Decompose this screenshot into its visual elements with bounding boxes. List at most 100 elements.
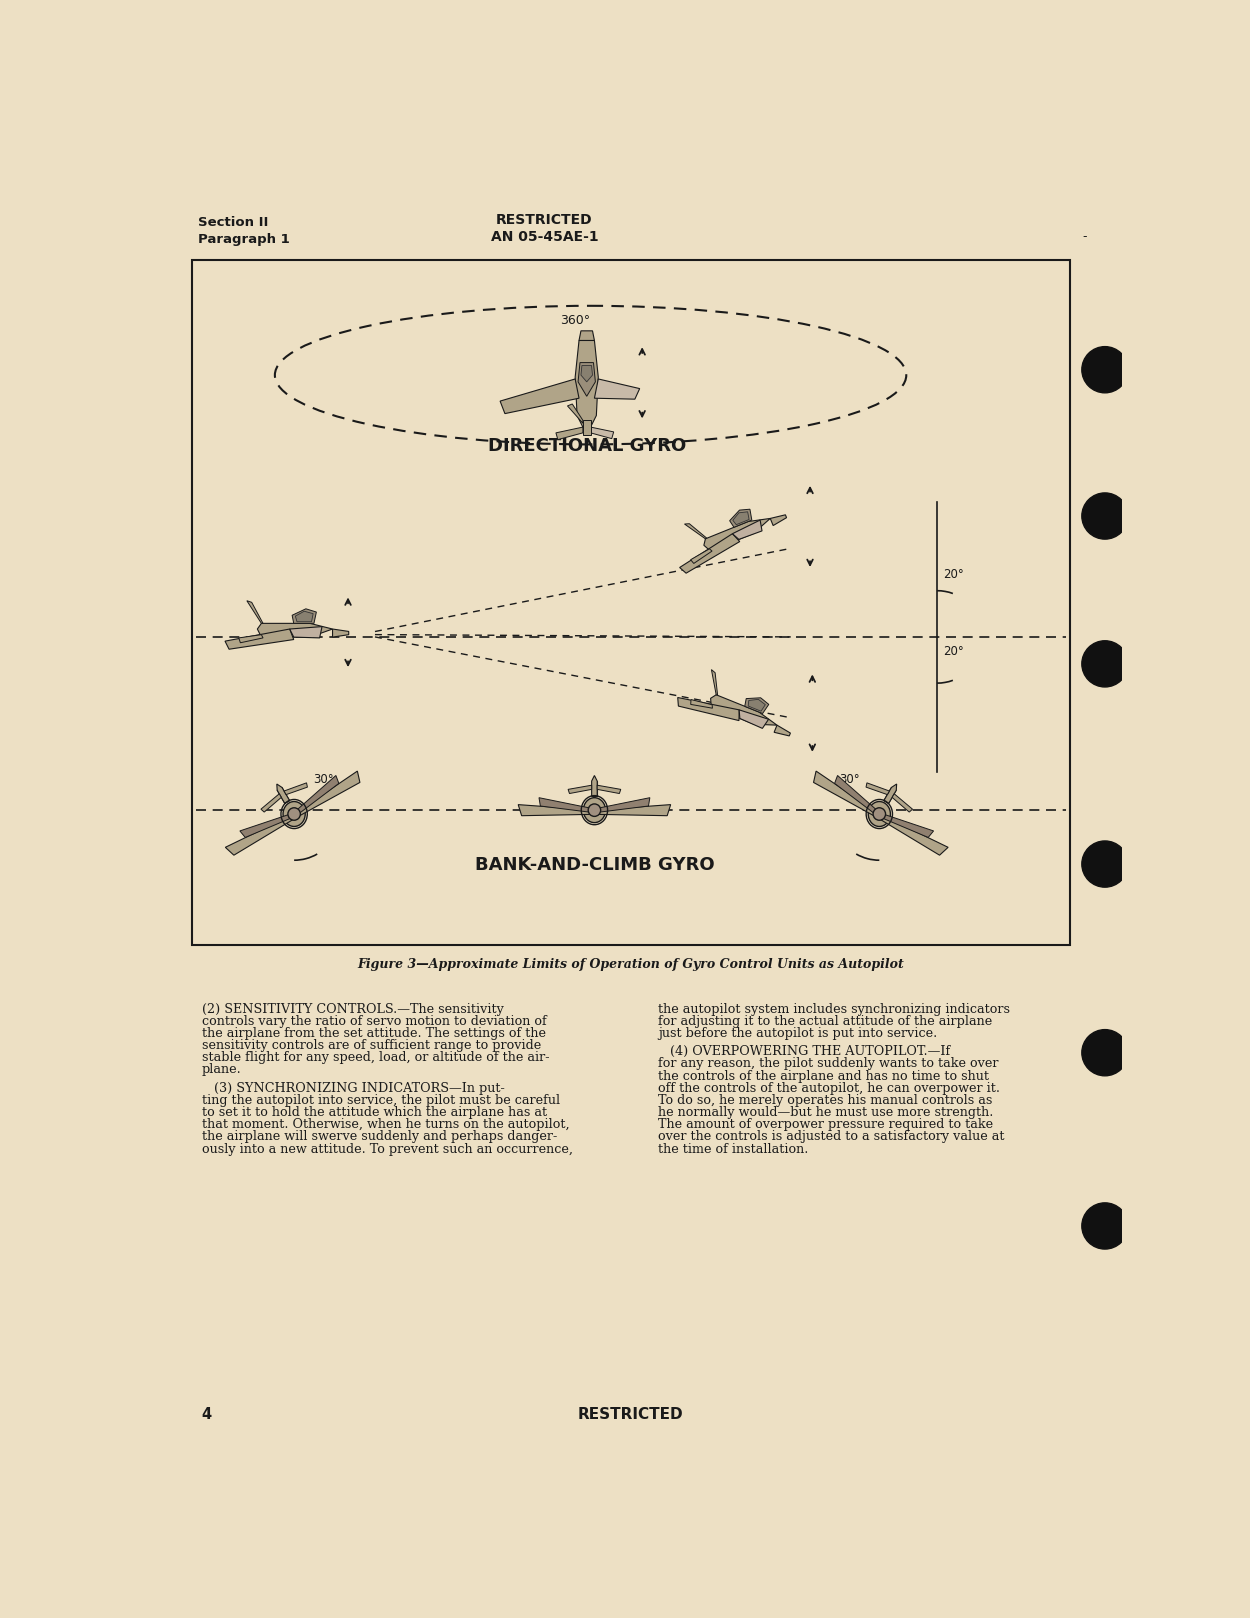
Polygon shape [568, 785, 591, 793]
Polygon shape [884, 785, 896, 804]
Text: BANK-AND-CLIMB GYRO: BANK-AND-CLIMB GYRO [475, 856, 714, 874]
Bar [191, 259, 1070, 945]
Polygon shape [579, 330, 595, 340]
Text: the controls of the airplane and has no time to shut: the controls of the airplane and has no … [659, 1069, 989, 1082]
Text: (2) SENSITIVITY CONTROLS.—The sensitivity: (2) SENSITIVITY CONTROLS.—The sensitivit… [201, 1003, 504, 1016]
Polygon shape [240, 814, 291, 838]
Polygon shape [835, 775, 876, 814]
Polygon shape [866, 783, 890, 794]
Polygon shape [581, 366, 592, 382]
Text: over the controls is adjusted to a satisfactory value at: over the controls is adjusted to a satis… [659, 1131, 1005, 1144]
Circle shape [1081, 346, 1128, 393]
Ellipse shape [584, 798, 605, 822]
Polygon shape [730, 510, 751, 527]
Polygon shape [258, 623, 332, 637]
Polygon shape [292, 608, 316, 623]
Polygon shape [711, 670, 717, 696]
Polygon shape [296, 775, 339, 814]
Polygon shape [745, 697, 769, 714]
Text: The amount of overpower pressure required to take: The amount of overpower pressure require… [659, 1118, 994, 1131]
Text: 20°: 20° [944, 568, 964, 581]
Ellipse shape [589, 804, 601, 817]
Text: for any reason, the pilot suddenly wants to take over: for any reason, the pilot suddenly wants… [659, 1058, 999, 1071]
Polygon shape [290, 626, 322, 637]
Text: just before the autopilot is put into service.: just before the autopilot is put into se… [659, 1027, 938, 1040]
Ellipse shape [288, 807, 300, 820]
Text: the time of installation.: the time of installation. [659, 1142, 809, 1155]
Polygon shape [704, 518, 770, 552]
Polygon shape [276, 785, 290, 804]
Text: that moment. Otherwise, when he turns on the autopilot,: that moment. Otherwise, when he turns on… [201, 1118, 569, 1131]
Polygon shape [539, 798, 590, 812]
Circle shape [1081, 641, 1128, 688]
Text: 30°: 30° [314, 773, 334, 786]
Polygon shape [884, 788, 896, 804]
Text: controls vary the ratio of servo motion to deviation of: controls vary the ratio of servo motion … [201, 1014, 546, 1027]
Text: the autopilot system includes synchronizing indicators: the autopilot system includes synchroniz… [659, 1003, 1010, 1016]
Text: AN 05-45AE-1: AN 05-45AE-1 [490, 230, 599, 244]
Polygon shape [770, 515, 786, 526]
Polygon shape [591, 781, 598, 796]
Text: To do so, he merely operates his manual controls as: To do so, he merely operates his manual … [659, 1094, 992, 1107]
Text: off the controls of the autopilot, he can overpower it.: off the controls of the autopilot, he ca… [659, 1082, 1000, 1095]
Text: sensitivity controls are of sufficient range to provide: sensitivity controls are of sufficient r… [201, 1039, 541, 1052]
Polygon shape [246, 600, 262, 623]
Text: Section II: Section II [198, 215, 269, 228]
Polygon shape [710, 694, 778, 725]
Text: ting the autopilot into service, the pilot must be careful: ting the autopilot into service, the pil… [201, 1094, 560, 1107]
Polygon shape [590, 427, 614, 438]
Text: DIRECTIONAL GYRO: DIRECTIONAL GYRO [488, 437, 686, 455]
Polygon shape [814, 772, 879, 817]
Text: 360°: 360° [560, 314, 590, 327]
Polygon shape [774, 725, 790, 736]
Polygon shape [578, 362, 595, 396]
Polygon shape [678, 697, 739, 720]
Polygon shape [599, 798, 650, 812]
Text: Figure 3—Approximate Limits of Operation of Gyro Control Units as Autopilot: Figure 3—Approximate Limits of Operation… [357, 958, 904, 971]
Text: the airplane will swerve suddenly and perhaps danger-: the airplane will swerve suddenly and pe… [201, 1131, 558, 1144]
Polygon shape [225, 629, 294, 649]
Polygon shape [295, 612, 314, 621]
Polygon shape [749, 699, 765, 712]
Polygon shape [732, 511, 749, 524]
Text: he normally would—but he must use more strength.: he normally would—but he must use more s… [659, 1107, 994, 1120]
Polygon shape [332, 629, 349, 637]
Polygon shape [294, 772, 360, 817]
Ellipse shape [282, 801, 305, 827]
Polygon shape [239, 634, 262, 642]
Polygon shape [591, 775, 598, 796]
Polygon shape [691, 699, 712, 709]
Text: -: - [1082, 230, 1088, 243]
Polygon shape [882, 814, 934, 838]
Text: Paragraph 1: Paragraph 1 [198, 233, 290, 246]
Polygon shape [225, 814, 296, 856]
Polygon shape [595, 804, 671, 815]
Polygon shape [556, 427, 582, 440]
Polygon shape [598, 785, 621, 793]
Polygon shape [261, 794, 281, 812]
Polygon shape [582, 421, 590, 435]
Circle shape [1081, 1029, 1128, 1076]
Circle shape [1081, 1202, 1128, 1249]
Polygon shape [595, 379, 640, 400]
Circle shape [1081, 841, 1128, 887]
Text: for adjusting it to the actual attitude of the airplane: for adjusting it to the actual attitude … [659, 1014, 992, 1027]
Polygon shape [680, 534, 740, 573]
Text: 4: 4 [201, 1408, 211, 1422]
Text: to set it to hold the attitude which the airplane has at: to set it to hold the attitude which the… [201, 1107, 546, 1120]
Polygon shape [568, 404, 582, 424]
Text: stable flight for any speed, load, or altitude of the air-: stable flight for any speed, load, or al… [201, 1052, 549, 1065]
Text: RESTRICTED: RESTRICTED [496, 214, 592, 228]
Polygon shape [278, 788, 290, 804]
Ellipse shape [869, 801, 890, 827]
Text: RESTRICTED: RESTRICTED [578, 1408, 684, 1422]
Text: (4) OVERPOWERING THE AUTOPILOT.—If: (4) OVERPOWERING THE AUTOPILOT.—If [659, 1045, 950, 1058]
Text: plane.: plane. [201, 1063, 241, 1076]
Polygon shape [284, 783, 308, 794]
Polygon shape [685, 524, 706, 539]
Polygon shape [500, 379, 579, 414]
Polygon shape [690, 549, 712, 563]
Polygon shape [519, 804, 595, 815]
Text: (3) SYNCHRONIZING INDICATORS—In put-: (3) SYNCHRONIZING INDICATORS—In put- [201, 1082, 505, 1095]
Circle shape [1081, 493, 1128, 539]
